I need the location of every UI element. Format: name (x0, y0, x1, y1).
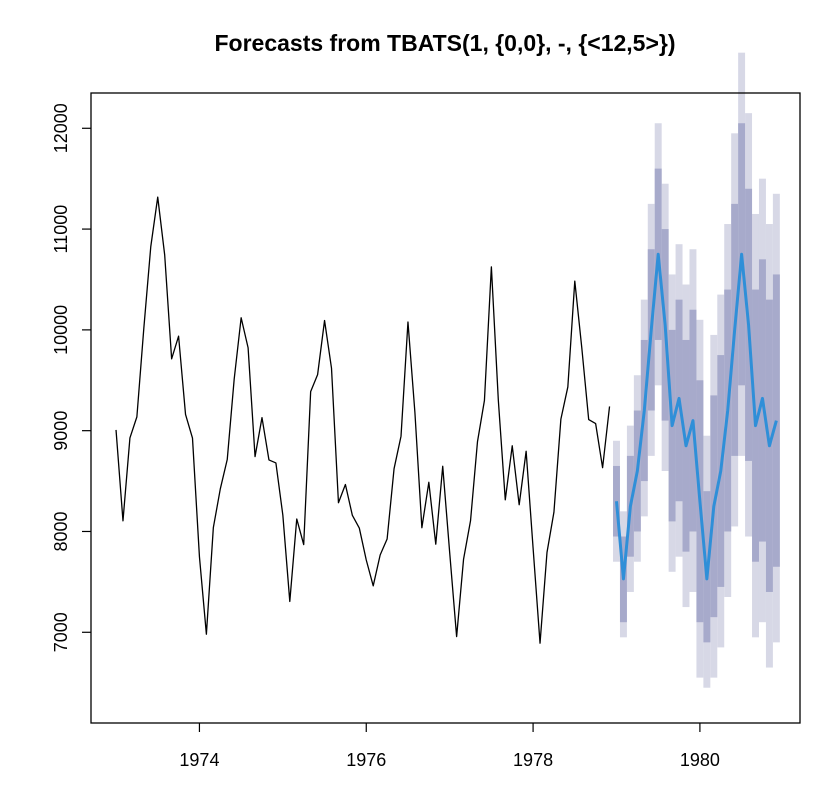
y-tick-label: 11000 (51, 205, 71, 254)
axes: 1974 1976 1978 1980 7000 8000 9000 10000 11000 12… (51, 103, 720, 770)
x-tick-label: 1978 (513, 750, 553, 770)
x-tick-label: 1974 (179, 750, 219, 770)
y-tick-label: 12000 (51, 103, 71, 153)
y-tick-label: 8000 (51, 511, 71, 551)
y-tick-label: 7000 (51, 612, 71, 652)
plot-frame (90, 92, 801, 724)
forecast-mean-line (615, 252, 778, 581)
x-tick-label: 1980 (680, 750, 720, 770)
y-tick-label: 10000 (51, 305, 71, 355)
observed-series-line (115, 196, 611, 644)
chart-title: Forecasts from TBATS(1, {0,0}, -, {<12,5… (214, 30, 675, 56)
y-tick-label: 9000 (51, 411, 71, 451)
interval-80-strip (772, 274, 780, 567)
x-tick-label: 1976 (346, 750, 386, 770)
plot-lines (115, 196, 778, 644)
